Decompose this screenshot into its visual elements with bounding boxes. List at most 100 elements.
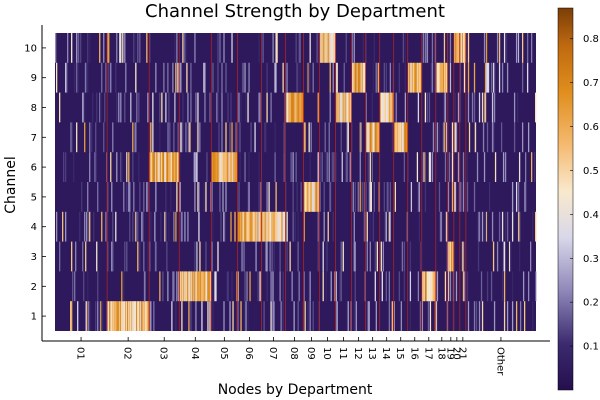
heatmap-cell (308, 62, 310, 93)
heatmap-cell (477, 211, 480, 242)
heatmap-cell (129, 211, 131, 242)
heatmap-cell (508, 241, 511, 272)
heatmap-cell (328, 33, 330, 63)
heatmap-cell (107, 182, 109, 212)
heatmap-cell (306, 182, 308, 212)
heatmap-cell (101, 62, 103, 93)
heatmap-cell (205, 271, 207, 302)
heatmap-cell (310, 182, 312, 212)
heatmap-cell (343, 62, 345, 93)
heatmap-cell (283, 122, 285, 153)
heatmap-cell (217, 241, 219, 272)
heatmap-cell (212, 301, 214, 331)
heatmap-cell (367, 152, 369, 182)
heatmap-cell (369, 152, 371, 182)
heatmap-cell (214, 271, 216, 302)
heatmap-cell (111, 182, 113, 212)
y-axis-title: Channel (3, 156, 19, 213)
heatmap-cell (417, 92, 420, 123)
heatmap-cell (237, 301, 239, 331)
heatmap-cell (231, 271, 233, 302)
heatmap-cell (394, 182, 397, 212)
heatmap-cell (247, 301, 249, 331)
heatmap-cell (130, 301, 132, 331)
heatmap-cell (199, 271, 201, 302)
heatmap-cell (399, 122, 402, 153)
heatmap-cell (515, 33, 518, 63)
heatmap-cell (504, 152, 507, 182)
heatmap-cell (535, 92, 537, 123)
heatmap-cell (301, 92, 303, 123)
heatmap-cell (445, 122, 448, 153)
heatmap-cell (424, 152, 427, 182)
heatmap-cell (170, 152, 172, 182)
heatmap-cell (484, 62, 487, 93)
heatmap-cell (286, 92, 288, 123)
heatmap-cell (112, 122, 114, 153)
heatmap-cell (292, 92, 294, 123)
heatmap-cell (383, 62, 385, 93)
heatmap-cell (73, 152, 75, 182)
heatmap-cell (271, 271, 273, 302)
heatmap-cell (135, 211, 137, 242)
heatmap-cell (62, 211, 64, 242)
heatmap-cell (262, 33, 264, 63)
heatmap-cell (438, 182, 441, 212)
heatmap-cell (129, 301, 131, 331)
heatmap-cell (315, 182, 317, 212)
heatmap-cell (147, 182, 149, 212)
heatmap-cell (386, 182, 388, 212)
heatmap-cell (329, 92, 331, 123)
heatmap-cell (146, 301, 148, 331)
heatmap-cell (290, 92, 292, 123)
heatmap-cell (101, 301, 103, 331)
heatmap-cell (123, 271, 125, 302)
heatmap-cell (155, 241, 157, 272)
heatmap-cell (295, 92, 297, 123)
heatmap-cell (296, 182, 298, 212)
heatmap-cell (317, 241, 319, 272)
heatmap-cell (187, 92, 189, 123)
heatmap-cell (431, 271, 434, 302)
heatmap-cell (347, 92, 349, 123)
heatmap-cell (447, 241, 450, 272)
heatmap-cell (332, 211, 334, 242)
heatmap-cell (222, 182, 224, 212)
heatmap-cell (462, 152, 465, 182)
heatmap-cell (410, 62, 413, 93)
heatmap-cell (369, 211, 371, 242)
heatmap-cell (466, 152, 469, 182)
heatmap-cell (128, 182, 130, 212)
heatmap-cell (492, 122, 495, 153)
heatmap-cell (471, 92, 474, 123)
heatmap-cell (223, 211, 225, 242)
heatmap-cell (431, 33, 434, 63)
heatmap-cell (297, 211, 299, 242)
x-tick-label: 04 (189, 347, 200, 360)
heatmap-cell (78, 33, 80, 63)
heatmap-cell (89, 33, 91, 63)
heatmap-cell (298, 33, 300, 63)
heatmap-cell (345, 92, 347, 123)
heatmap-cell (251, 211, 253, 242)
heatmap-cell (192, 271, 194, 302)
heatmap-cell (198, 271, 200, 302)
colorbar-tick-label: 0.5 (583, 166, 599, 177)
heatmap-cell (503, 33, 506, 63)
heatmap-cell (273, 211, 275, 242)
x-tick-label: Other (494, 347, 505, 376)
heatmap-cell (300, 182, 302, 212)
heatmap-cell (238, 182, 240, 212)
heatmap-cell (102, 301, 104, 331)
heatmap-cell (66, 62, 68, 93)
y-tick-label: 5 (31, 192, 37, 203)
heatmap-cell (193, 271, 195, 302)
heatmap-cell (332, 33, 334, 63)
heatmap-cell (163, 152, 165, 182)
heatmap-cell (506, 62, 509, 93)
heatmap-cell (476, 152, 479, 182)
heatmap-cell (316, 33, 318, 63)
heatmap-cell (354, 271, 356, 302)
heatmap-cell (231, 122, 233, 153)
heatmap-cell (223, 152, 225, 182)
